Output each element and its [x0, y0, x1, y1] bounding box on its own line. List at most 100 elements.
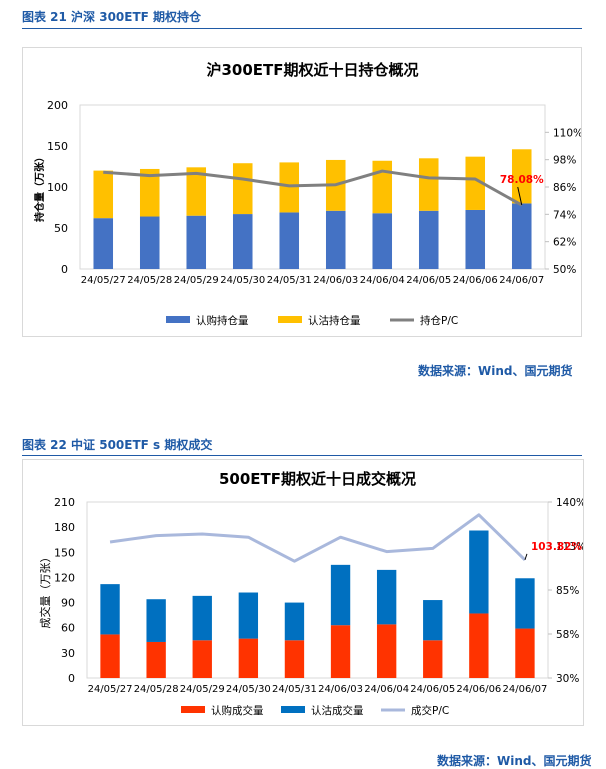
bar-put-2 — [186, 167, 207, 216]
pc-ratio-line — [103, 169, 523, 207]
annotation-label: 78.08% — [500, 174, 544, 186]
bar-put-8 — [465, 156, 486, 210]
x-tick-label: 24/06/05 — [410, 684, 455, 695]
bar-put-7 — [423, 600, 443, 641]
y-tick-label: 150 — [54, 546, 75, 559]
bar-call-1 — [139, 216, 160, 269]
y2-tick-label: 110% — [553, 127, 581, 139]
chart-volume: 500ETF期权近十日成交概况 0 30 60 90 120 150 180 210 30% 58%… — [38, 470, 583, 717]
bar-call-6 — [372, 213, 393, 269]
bar-call-4 — [279, 212, 300, 269]
x-tick-label: 24/05/28 — [134, 684, 179, 695]
bar-call-7 — [418, 210, 439, 269]
bar-put-9 — [515, 578, 535, 629]
x-tick-label: 24/05/31 — [272, 684, 317, 695]
x-tick-label: 24/06/07 — [499, 275, 544, 286]
y-tick-label: 60 — [61, 622, 75, 635]
x-tick-label: 24/06/07 — [502, 684, 547, 695]
figure-caption-2: 图表 22 中证 500ETF s 期权成交 — [22, 438, 213, 452]
caption-rule-1 — [22, 28, 582, 29]
legend-swatch-0 — [181, 706, 205, 713]
bar-put-9 — [511, 149, 532, 204]
bar-call-0 — [100, 634, 120, 678]
bar-call-8 — [469, 613, 489, 678]
y-tick-label: 120 — [54, 571, 75, 584]
bar-put-1 — [146, 599, 166, 642]
y2-tick-label: 85% — [556, 585, 579, 597]
y-axis-label: 持仓量（万张） — [33, 152, 46, 222]
data-source-2: 数据来源：Wind、国元期货 — [437, 754, 592, 768]
bar-call-5 — [330, 625, 351, 678]
x-tick-label: 24/06/06 — [456, 684, 501, 695]
bar-put-6 — [376, 569, 397, 625]
annotation-label: 103.82% — [531, 541, 583, 553]
bar-put-4 — [279, 162, 300, 213]
x-tick-label: 24/06/03 — [313, 275, 358, 286]
bar-call-2 — [192, 640, 212, 678]
y-axis-label: 成交量（万张） — [38, 552, 52, 629]
bar-call-4 — [284, 640, 305, 678]
y2-tick-label: 98% — [553, 155, 576, 167]
bar-call-2 — [186, 215, 207, 269]
legend-swatch-1 — [281, 706, 305, 713]
x-tick-label: 24/06/05 — [406, 275, 451, 286]
y-tick-label: 0 — [61, 263, 68, 276]
legend-swatch-1 — [278, 316, 302, 323]
x-tick-label: 24/05/29 — [174, 275, 219, 286]
chart-box-1: 沪300ETF期权近十日持仓概况 0 50 100 150 200 50% 62% 74% 86%… — [22, 47, 582, 337]
legend-label-2: 成交P/C — [411, 704, 449, 717]
y-tick-label: 30 — [61, 647, 75, 660]
bar-put-5 — [330, 564, 351, 626]
y2-tick-label: 58% — [556, 629, 579, 641]
bar-put-2 — [192, 595, 212, 641]
bar-put-0 — [93, 170, 114, 219]
bar-put-0 — [100, 584, 120, 635]
bar-put-7 — [418, 158, 439, 211]
y-tick-label: 50 — [54, 222, 68, 235]
x-tick-label: 24/05/31 — [267, 275, 312, 286]
bar-call-9 — [515, 628, 535, 678]
bar-put-1 — [139, 168, 160, 217]
y-tick-label: 210 — [54, 496, 75, 509]
bar-call-7 — [423, 640, 443, 678]
bar-call-5 — [325, 210, 346, 269]
chart-box-2: 500ETF期权近十日成交概况 0 30 60 90 120 150 180 210 30% 58%… — [22, 459, 584, 726]
y-tick-label: 150 — [47, 140, 68, 153]
legend-label-1: 认沽成交量 — [311, 704, 364, 717]
annotation-leader — [517, 186, 523, 206]
x-tick-label: 24/06/03 — [318, 684, 363, 695]
bar-call-3 — [238, 638, 259, 678]
legend-label-0: 认购成交量 — [211, 704, 264, 717]
y-tick-label: 180 — [54, 521, 75, 534]
bar-call-8 — [465, 209, 486, 269]
bar-call-6 — [376, 624, 397, 678]
annotation-leader — [524, 553, 528, 561]
x-tick-label: 24/05/27 — [81, 275, 126, 286]
y-tick-label: 200 — [47, 99, 68, 112]
y-tick-label: 90 — [61, 597, 75, 610]
bar-put-3 — [232, 163, 253, 215]
x-tick-label: 24/05/27 — [88, 684, 133, 695]
bar-call-9 — [511, 203, 532, 269]
y-tick-label: 100 — [47, 181, 68, 194]
bar-put-3 — [238, 592, 259, 639]
y2-tick-label: 62% — [553, 237, 576, 249]
y2-tick-label: 113% — [556, 541, 583, 553]
chart-title: 500ETF期权近十日成交概况 — [219, 470, 416, 488]
y-tick-label: 0 — [68, 672, 75, 685]
y2-tick-label: 30% — [556, 673, 579, 685]
y2-tick-label: 140% — [556, 497, 583, 509]
bar-call-3 — [232, 214, 253, 269]
pc-ratio-line — [109, 513, 526, 563]
bar-put-4 — [284, 602, 305, 641]
legend-swatch-0 — [166, 316, 190, 323]
chart-title: 沪300ETF期权近十日持仓概况 — [206, 61, 418, 79]
x-tick-label: 24/05/30 — [226, 684, 271, 695]
bar-put-8 — [469, 530, 489, 614]
caption-rule-2 — [22, 455, 582, 456]
legend-label-1: 认沽持仓量 — [308, 314, 361, 327]
chart-holdings: 沪300ETF期权近十日持仓概况 0 50 100 150 200 50% 62% 74% 86%… — [33, 61, 581, 327]
y2-tick-label: 74% — [553, 209, 576, 221]
bar-put-6 — [372, 160, 393, 214]
bar-call-1 — [146, 641, 166, 678]
